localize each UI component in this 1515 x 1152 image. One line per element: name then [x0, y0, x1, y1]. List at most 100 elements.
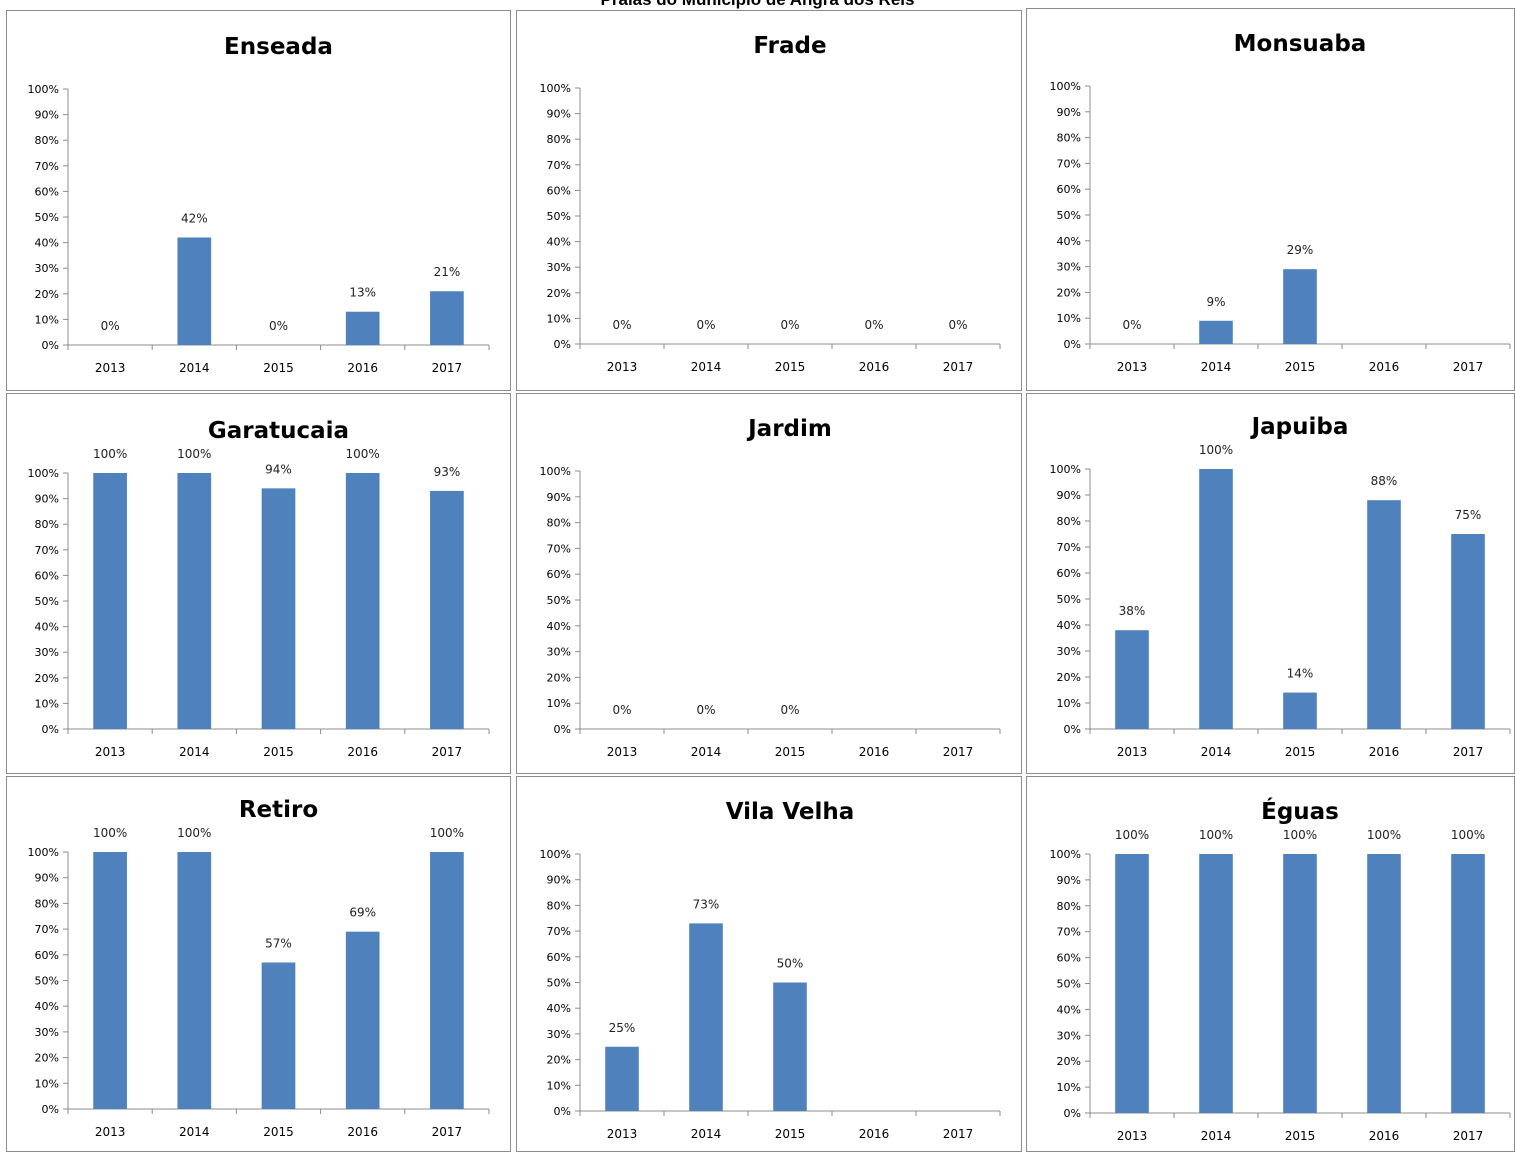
data-label: 75% [1455, 508, 1482, 522]
y-tick-label: 10% [1057, 1081, 1081, 1094]
y-tick-label: 50% [35, 595, 59, 608]
chart-panel-enseada: Enseada 0% 10% 20% 30% 40% 50% 60% 70% 80% 90% 100%… [6, 10, 511, 391]
y-tick-label: 80% [35, 518, 59, 531]
data-label: 0% [1122, 318, 1141, 332]
y-tick-label: 100% [28, 467, 59, 480]
chart-svg: Frade 0% 10% 20% 30% 40% 50% 60% 70% 80% 90% 100% 20… [540, 33, 1001, 374]
y-tick-label: 80% [547, 517, 571, 530]
y-tick-label: 90% [547, 108, 571, 121]
y-tick-label: 40% [547, 236, 571, 249]
x-category-label: 2014 [179, 1125, 210, 1139]
data-label: 0% [612, 703, 631, 717]
x-category-label: 2015 [263, 745, 294, 759]
y-tick-label: 60% [547, 568, 571, 581]
bar [1283, 692, 1317, 729]
data-label: 21% [434, 265, 461, 279]
y-tick-label: 30% [35, 1026, 59, 1039]
bar [93, 852, 127, 1109]
x-category-label: 2017 [432, 745, 463, 759]
bar [1283, 269, 1317, 344]
y-tick-label: 20% [1057, 1055, 1081, 1068]
bar [1451, 534, 1485, 729]
x-category-label: 2016 [347, 1125, 378, 1139]
y-tick-label: 0% [554, 1105, 571, 1118]
x-category-label: 2015 [775, 1127, 806, 1141]
y-tick-label: 100% [1050, 848, 1081, 861]
y-tick-label: 60% [1057, 567, 1081, 580]
bar [93, 473, 127, 729]
bar [1115, 854, 1149, 1113]
y-tick-label: 0% [42, 339, 59, 352]
y-tick-label: 20% [1057, 286, 1081, 299]
y-tick-label: 80% [547, 133, 571, 146]
data-label: 100% [1451, 828, 1485, 842]
data-label: 69% [349, 906, 376, 920]
x-category-label: 2016 [347, 361, 378, 375]
x-category-label: 2013 [95, 1125, 126, 1139]
chart-svg: Monsuaba 0% 10% 20% 30% 40% 50% 60% 70% 80% 90% 100… [1050, 31, 1511, 374]
data-label: 0% [780, 318, 799, 332]
bar [345, 311, 380, 345]
bar [1115, 630, 1149, 729]
y-tick-label: 30% [35, 646, 59, 659]
x-category-label: 2013 [1117, 360, 1148, 374]
data-label: 100% [346, 447, 380, 461]
bar [1283, 854, 1317, 1113]
y-tick-label: 0% [554, 338, 571, 351]
y-tick-label: 50% [547, 594, 571, 607]
bar [1367, 854, 1401, 1113]
y-tick-label: 40% [547, 620, 571, 633]
bar [1199, 320, 1233, 344]
y-tick-label: 0% [42, 1103, 59, 1116]
y-tick-label: 70% [547, 542, 571, 555]
y-tick-label: 30% [547, 261, 571, 274]
y-tick-label: 90% [1057, 106, 1081, 119]
bar [261, 962, 296, 1109]
bar [430, 852, 464, 1109]
y-tick-label: 100% [28, 83, 59, 96]
x-category-label: 2016 [859, 360, 890, 374]
data-label: 0% [948, 318, 967, 332]
y-tick-label: 90% [35, 493, 59, 506]
y-tick-label: 40% [1057, 619, 1081, 632]
bar [345, 473, 380, 729]
y-tick-label: 40% [1057, 1003, 1081, 1016]
bar [430, 291, 464, 345]
chart-svg: Jardim 0% 10% 20% 30% 40% 50% 60% 70% 80% 90% 100% 2… [540, 416, 1001, 759]
x-category-label: 2015 [775, 360, 806, 374]
y-tick-label: 100% [28, 846, 59, 859]
chart-panel--guas: Éguas 0% 10% 20% 30% 40% 50% 60% 70% 80% 90% 100% 20… [1026, 776, 1515, 1152]
y-tick-label: 30% [1057, 645, 1081, 658]
y-tick-label: 50% [1057, 593, 1081, 606]
x-category-label: 2014 [179, 745, 210, 759]
y-tick-label: 70% [547, 159, 571, 172]
data-label: 29% [1287, 243, 1314, 257]
bar [1367, 500, 1401, 729]
chart-svg: Garatucaia 0% 10% 20% 30% 40% 50% 60% 70% 80% 90% 1… [28, 418, 490, 759]
y-tick-label: 10% [547, 1079, 571, 1092]
y-tick-label: 0% [1064, 723, 1081, 736]
y-tick-label: 10% [35, 697, 59, 710]
data-label: 0% [780, 703, 799, 717]
chart-title: Frade [753, 33, 826, 59]
y-tick-label: 60% [35, 569, 59, 582]
chart-title: Garatucaia [208, 418, 349, 444]
y-tick-label: 80% [35, 134, 59, 147]
data-label: 0% [101, 319, 120, 333]
x-category-label: 2017 [1453, 1129, 1484, 1143]
chart-panel-jardim: Jardim 0% 10% 20% 30% 40% 50% 60% 70% 80% 90% 100% 2… [516, 393, 1022, 774]
y-tick-label: 90% [1057, 874, 1081, 887]
y-tick-label: 20% [547, 287, 571, 300]
chart-title: Éguas [1261, 797, 1339, 825]
data-label: 0% [864, 318, 883, 332]
x-category-label: 2017 [943, 745, 974, 759]
x-category-label: 2013 [1117, 1129, 1148, 1143]
y-tick-label: 30% [547, 646, 571, 659]
bar [1199, 854, 1233, 1113]
chart-title: Enseada [224, 34, 333, 60]
y-tick-label: 70% [1057, 926, 1081, 939]
y-tick-label: 20% [35, 1052, 59, 1065]
bar [261, 488, 296, 729]
y-tick-label: 20% [1057, 671, 1081, 684]
